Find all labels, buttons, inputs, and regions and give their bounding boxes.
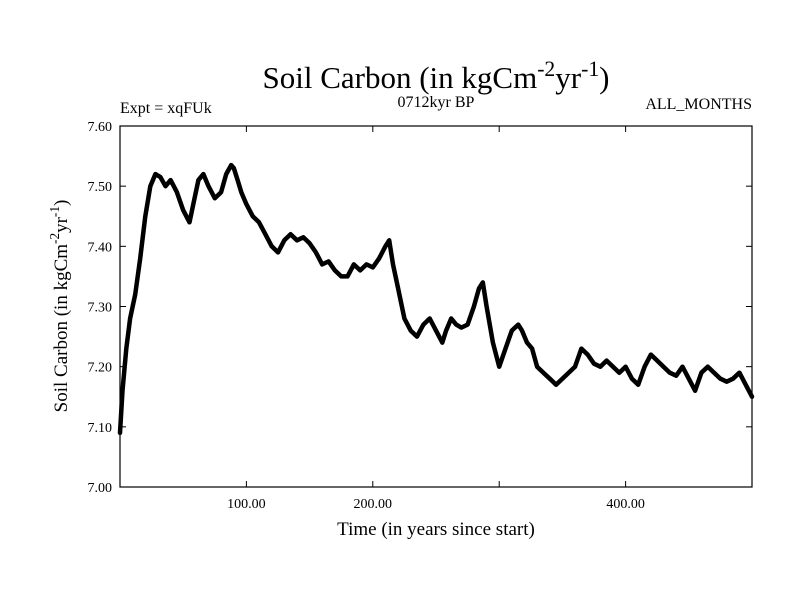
- x-tick-label: 200.00: [354, 497, 393, 512]
- plot-frame: [119, 125, 753, 488]
- y-tick-label: 7.10: [88, 421, 113, 436]
- y-tick-label: 7.40: [88, 240, 113, 255]
- y-axis-ticks: 7.00 7.10 7.20 7.30 7.40 7.50 7.60: [88, 120, 752, 496]
- y-tick-label: 7.00: [88, 481, 113, 496]
- y-tick-label: 7.20: [88, 361, 113, 376]
- y-tick-label: 7.60: [88, 120, 113, 135]
- y-tick-label: 7.30: [88, 301, 113, 316]
- x-axis-label: Time (in years since start): [337, 519, 535, 540]
- x-tick-label: 400.00: [606, 497, 645, 512]
- experiment-label: Expt = xqFUk: [120, 100, 212, 117]
- series-group: [117, 162, 755, 436]
- chart-title: Soil Carbon (in kgCm-2yr-1): [262, 57, 609, 95]
- series-line: [117, 162, 755, 436]
- y-tick-label: 7.50: [88, 180, 113, 195]
- period-label: 0712kyr BP: [398, 94, 475, 111]
- x-axis-ticks: 100.00 200.00 400.00: [227, 126, 645, 512]
- x-tick-label: 100.00: [227, 497, 266, 512]
- months-label: ALL_MONTHS: [645, 96, 752, 113]
- y-axis-label: Soil Carbon (in kgCm-2yr-1): [47, 200, 72, 413]
